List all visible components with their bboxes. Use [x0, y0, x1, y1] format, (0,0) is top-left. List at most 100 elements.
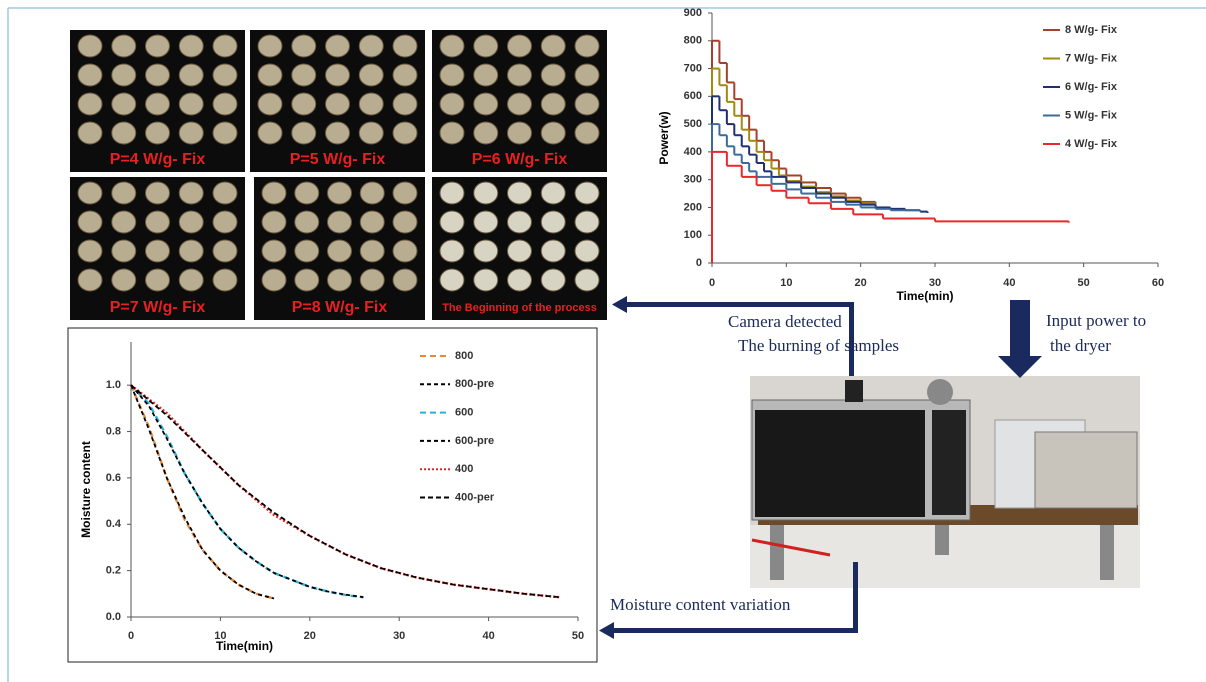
sample-slice — [112, 211, 136, 233]
sample-slice — [575, 35, 599, 57]
sample-slice — [359, 35, 383, 57]
sample-slice — [213, 122, 237, 144]
sample-slice — [78, 182, 102, 204]
sample-slice — [541, 93, 565, 115]
sample-slice — [179, 93, 203, 115]
sample-slice — [262, 240, 286, 262]
sample-slice — [326, 93, 350, 115]
y-tick-label: 1.0 — [106, 379, 121, 391]
sample-slice — [258, 93, 282, 115]
legend-label: 600 — [455, 407, 473, 419]
sample-slice — [474, 211, 498, 233]
sample-slice — [258, 122, 282, 144]
photo-label: P=4 W/g- Fix — [110, 151, 206, 168]
sample-slice — [360, 240, 384, 262]
sample-slice — [78, 269, 102, 291]
sample-slice — [179, 122, 203, 144]
sample-slice — [146, 240, 170, 262]
photo-label: P=8 W/g- Fix — [292, 299, 388, 316]
sample-slice — [508, 35, 532, 57]
sample-slice — [575, 211, 599, 233]
sample-slice — [262, 269, 286, 291]
legend-label: 600-pre — [455, 435, 494, 447]
sample-slice — [575, 240, 599, 262]
sample-slice — [360, 182, 384, 204]
sample-slice — [78, 64, 102, 86]
sample-slice — [474, 122, 498, 144]
sample-slice — [393, 122, 417, 144]
y-tick-label: 0.8 — [106, 425, 121, 437]
sample-slice — [440, 93, 464, 115]
y-tick-label: 500 — [684, 118, 702, 130]
sample-slice — [295, 211, 319, 233]
sample-slice — [213, 93, 237, 115]
sample-slice — [328, 182, 352, 204]
annotation: Input power to — [1046, 311, 1146, 330]
y-tick-label: 0.0 — [106, 611, 121, 623]
sample-slice — [508, 93, 532, 115]
sample-slice — [474, 240, 498, 262]
y-tick-label: 0 — [696, 257, 702, 269]
sample-slice — [326, 64, 350, 86]
sample-slice — [541, 64, 565, 86]
sample-slice — [78, 240, 102, 262]
sample-slice — [474, 35, 498, 57]
sample-slice — [508, 269, 532, 291]
sample-slice — [393, 240, 417, 262]
x-tick-label: 50 — [572, 630, 584, 642]
sample-slice — [440, 122, 464, 144]
y-tick-label: 200 — [684, 201, 702, 213]
sample-slice — [575, 93, 599, 115]
sample-slice — [292, 122, 316, 144]
sample-slice — [508, 122, 532, 144]
sample-slice — [112, 64, 136, 86]
sample-slice — [112, 122, 136, 144]
x-tick-label: 30 — [393, 630, 405, 642]
sample-slice — [112, 240, 136, 262]
figure-canvas: P=4 W/g- FixP=5 W/g- FixP=6 W/g- FixP=7 … — [0, 0, 1206, 682]
sample-slice — [541, 182, 565, 204]
sample-slice — [359, 93, 383, 115]
x-axis-label: Time(min) — [216, 639, 273, 653]
sample-slice — [292, 35, 316, 57]
sample-slice — [393, 93, 417, 115]
x-tick-label: 0 — [128, 630, 134, 642]
sample-slice — [179, 269, 203, 291]
sample-slice — [213, 240, 237, 262]
sample-slice — [508, 240, 532, 262]
sample-slice — [474, 93, 498, 115]
y-tick-label: 900 — [684, 7, 702, 19]
sample-slice — [112, 182, 136, 204]
sample-slice — [575, 269, 599, 291]
sample-slice — [541, 269, 565, 291]
sample-slice — [262, 211, 286, 233]
photo-label: The Beginning of the process — [442, 302, 597, 314]
sample-slice — [326, 122, 350, 144]
y-tick-label: 300 — [684, 174, 702, 186]
sample-slice — [474, 64, 498, 86]
x-tick-label: 40 — [482, 630, 494, 642]
legend-label: 5 W/g- Fix — [1065, 109, 1118, 121]
sample-slice — [78, 93, 102, 115]
sample-slice — [179, 182, 203, 204]
sample-slice — [440, 35, 464, 57]
sample-slice — [258, 64, 282, 86]
sample-slice — [440, 182, 464, 204]
sample-slice — [146, 211, 170, 233]
sample-slice — [360, 269, 384, 291]
legend-label: 7 W/g- Fix — [1065, 52, 1118, 64]
legend-label: 400 — [455, 463, 473, 475]
sample-slice — [78, 211, 102, 233]
y-axis-label: Moisture content — [79, 441, 93, 538]
sample-slice — [146, 93, 170, 115]
legend-label: 800-pre — [455, 378, 494, 390]
sample-slice — [508, 211, 532, 233]
legend-label: 6 W/g- Fix — [1065, 81, 1118, 93]
sample-slice — [295, 269, 319, 291]
annotation: the dryer — [1050, 336, 1111, 355]
sample-slice — [295, 182, 319, 204]
sample-slice — [474, 269, 498, 291]
sample-slice — [146, 35, 170, 57]
x-tick-label: 10 — [780, 277, 792, 289]
sample-slice — [179, 35, 203, 57]
